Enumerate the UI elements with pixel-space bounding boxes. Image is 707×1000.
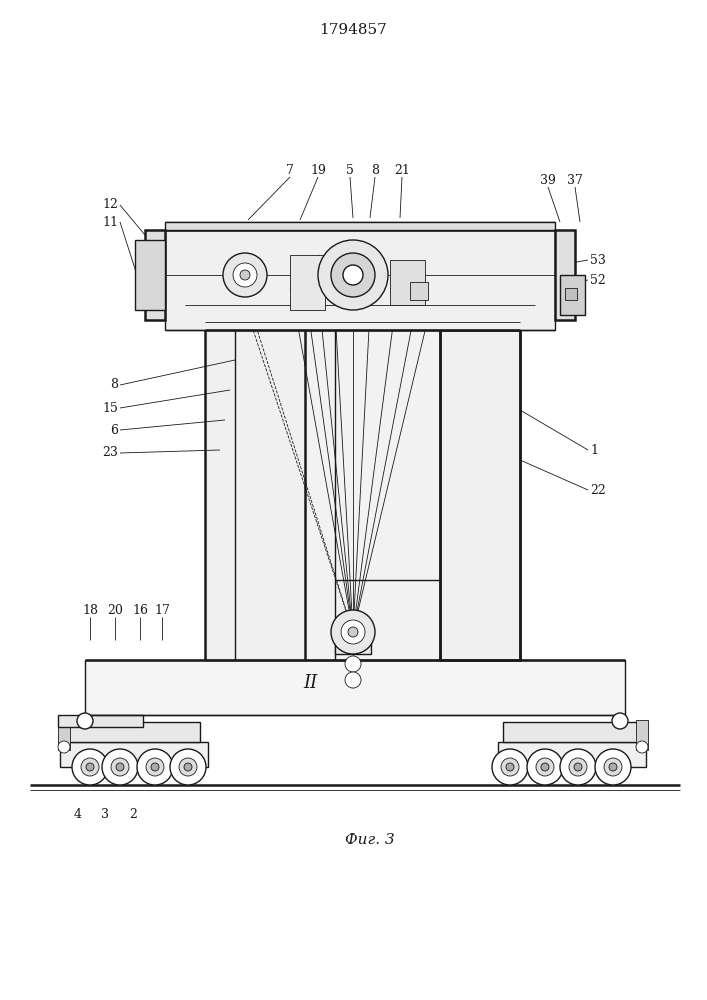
Text: 23: 23 xyxy=(102,446,118,460)
Bar xyxy=(58,715,143,727)
Bar xyxy=(145,230,165,320)
Circle shape xyxy=(527,749,563,785)
Text: 39: 39 xyxy=(540,174,556,186)
Circle shape xyxy=(137,749,173,785)
Text: 1: 1 xyxy=(590,444,598,456)
Bar xyxy=(205,330,305,660)
Bar xyxy=(85,660,625,715)
Text: 6: 6 xyxy=(110,424,118,436)
Circle shape xyxy=(569,758,587,776)
Circle shape xyxy=(609,763,617,771)
Text: 8: 8 xyxy=(371,163,379,176)
Text: 53: 53 xyxy=(590,253,606,266)
Text: II: II xyxy=(303,674,317,692)
Text: 5: 5 xyxy=(346,163,354,176)
Text: 16: 16 xyxy=(132,603,148,616)
Circle shape xyxy=(151,763,159,771)
Circle shape xyxy=(492,749,528,785)
Bar xyxy=(165,222,555,230)
Text: 3: 3 xyxy=(101,808,109,822)
Circle shape xyxy=(343,265,363,285)
Bar xyxy=(565,288,577,300)
Text: 22: 22 xyxy=(590,484,606,496)
Circle shape xyxy=(81,758,99,776)
Bar xyxy=(135,240,165,310)
Circle shape xyxy=(179,758,197,776)
Bar xyxy=(560,275,585,315)
Text: 7: 7 xyxy=(286,163,294,176)
Circle shape xyxy=(501,758,519,776)
Circle shape xyxy=(612,713,628,729)
Circle shape xyxy=(116,763,124,771)
Text: 20: 20 xyxy=(107,603,123,616)
Circle shape xyxy=(331,253,375,297)
Circle shape xyxy=(506,763,514,771)
Circle shape xyxy=(331,610,375,654)
Bar xyxy=(503,722,638,742)
Circle shape xyxy=(146,758,164,776)
Text: 37: 37 xyxy=(567,174,583,186)
Text: 12: 12 xyxy=(102,198,118,212)
Bar xyxy=(290,255,325,310)
Circle shape xyxy=(345,656,361,672)
Bar xyxy=(165,230,555,330)
Circle shape xyxy=(233,263,257,287)
Text: 19: 19 xyxy=(310,163,326,176)
Bar xyxy=(58,720,70,750)
Circle shape xyxy=(170,749,206,785)
Circle shape xyxy=(77,713,93,729)
Bar xyxy=(636,720,648,750)
Bar xyxy=(440,330,520,660)
Circle shape xyxy=(72,749,108,785)
Circle shape xyxy=(318,240,388,310)
Circle shape xyxy=(541,763,549,771)
Text: 17: 17 xyxy=(154,603,170,616)
Circle shape xyxy=(111,758,129,776)
Bar xyxy=(410,282,428,300)
Bar xyxy=(60,742,208,767)
Circle shape xyxy=(102,749,138,785)
Circle shape xyxy=(345,672,361,688)
Bar xyxy=(335,632,371,654)
Text: 21: 21 xyxy=(394,163,410,176)
Text: 52: 52 xyxy=(590,273,606,286)
Circle shape xyxy=(574,763,582,771)
Circle shape xyxy=(604,758,622,776)
Text: Фиг. 3: Фиг. 3 xyxy=(345,833,395,847)
Bar xyxy=(555,230,575,320)
Bar xyxy=(305,330,440,660)
Bar xyxy=(390,260,425,305)
Text: 18: 18 xyxy=(82,603,98,616)
Circle shape xyxy=(348,627,358,637)
Circle shape xyxy=(636,741,648,753)
Text: 4: 4 xyxy=(74,808,82,822)
Bar xyxy=(498,742,646,767)
Circle shape xyxy=(560,749,596,785)
Text: 2: 2 xyxy=(129,808,137,822)
Circle shape xyxy=(223,253,267,297)
Circle shape xyxy=(58,741,70,753)
Circle shape xyxy=(595,749,631,785)
Circle shape xyxy=(86,763,94,771)
Circle shape xyxy=(536,758,554,776)
Text: 11: 11 xyxy=(102,216,118,229)
Text: 1794857: 1794857 xyxy=(319,23,387,37)
Text: 15: 15 xyxy=(102,401,118,414)
Circle shape xyxy=(341,620,365,644)
Text: 8: 8 xyxy=(110,378,118,391)
Circle shape xyxy=(240,270,250,280)
Bar xyxy=(65,722,200,742)
Circle shape xyxy=(184,763,192,771)
